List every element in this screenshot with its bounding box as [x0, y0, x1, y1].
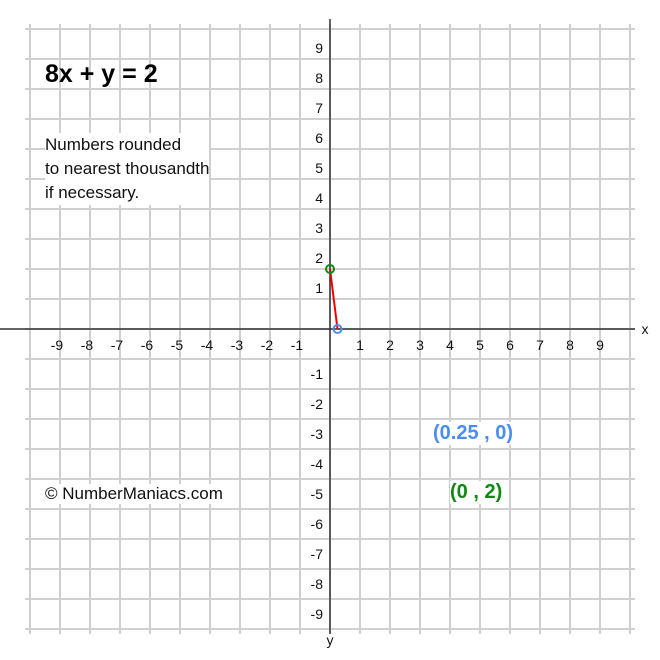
x-tick-label: -2 [261, 337, 274, 353]
y-tick-label: 2 [315, 250, 323, 266]
y-tick-label: -9 [311, 606, 324, 622]
y-tick-label: 1 [315, 280, 323, 296]
y-intercept-label: (0 , 2) [450, 481, 503, 504]
y-tick-label: 8 [315, 70, 323, 86]
x-tick-label: -4 [201, 337, 214, 353]
x-tick-label: -8 [81, 337, 94, 353]
rounding-note: Numbers rounded to nearest thousandth if… [45, 133, 210, 205]
x-tick-label: 5 [476, 337, 484, 353]
y-tick-label: -2 [311, 396, 324, 412]
x-tick-label: 9 [596, 337, 604, 353]
y-tick-label: -4 [311, 456, 324, 472]
note-line: Numbers rounded [45, 133, 182, 157]
y-tick-label: -5 [311, 486, 324, 502]
line-segment [329, 268, 339, 330]
copyright: © NumberManiacs.com [45, 484, 223, 504]
y-tick-label: -3 [311, 426, 324, 442]
y-tick-label: 7 [315, 100, 323, 116]
y-tick-label: 3 [315, 220, 323, 236]
x-tick-label: -9 [51, 337, 64, 353]
y-tick-label: -6 [311, 516, 324, 532]
x-tick-label: 3 [416, 337, 424, 353]
equation-title: 8x + y = 2 [45, 60, 158, 88]
y-tick-label: -1 [311, 366, 324, 382]
y-tick-label: -7 [311, 546, 324, 562]
y-tick-label: 5 [315, 160, 323, 176]
intercept-point [325, 264, 335, 274]
x-tick-label: 2 [386, 337, 394, 353]
x-tick-label: -1 [291, 337, 304, 353]
y-tick-label: 9 [315, 40, 323, 56]
x-tick-label: 6 [506, 337, 514, 353]
x-tick-label: 1 [356, 337, 364, 353]
y-tick-label: 6 [315, 130, 323, 146]
x-tick-label: 4 [446, 337, 454, 353]
y-tick-label: -8 [311, 576, 324, 592]
note-line: to nearest thousandth [45, 157, 210, 181]
x-tick-label: -3 [231, 337, 244, 353]
y-tick-label: 4 [315, 190, 323, 206]
note-line: if necessary. [45, 181, 140, 205]
x-tick-label: 7 [536, 337, 544, 353]
intercept-point [332, 324, 343, 334]
x-tick-label: 8 [566, 337, 574, 353]
x-intercept-label: (0.25 , 0) [433, 422, 514, 445]
x-tick-label: -7 [111, 337, 124, 353]
y-axis-label: y [327, 632, 334, 648]
x-tick-label: -5 [171, 337, 184, 353]
x-tick-label: -6 [141, 337, 154, 353]
x-axis-label: x [642, 321, 649, 337]
